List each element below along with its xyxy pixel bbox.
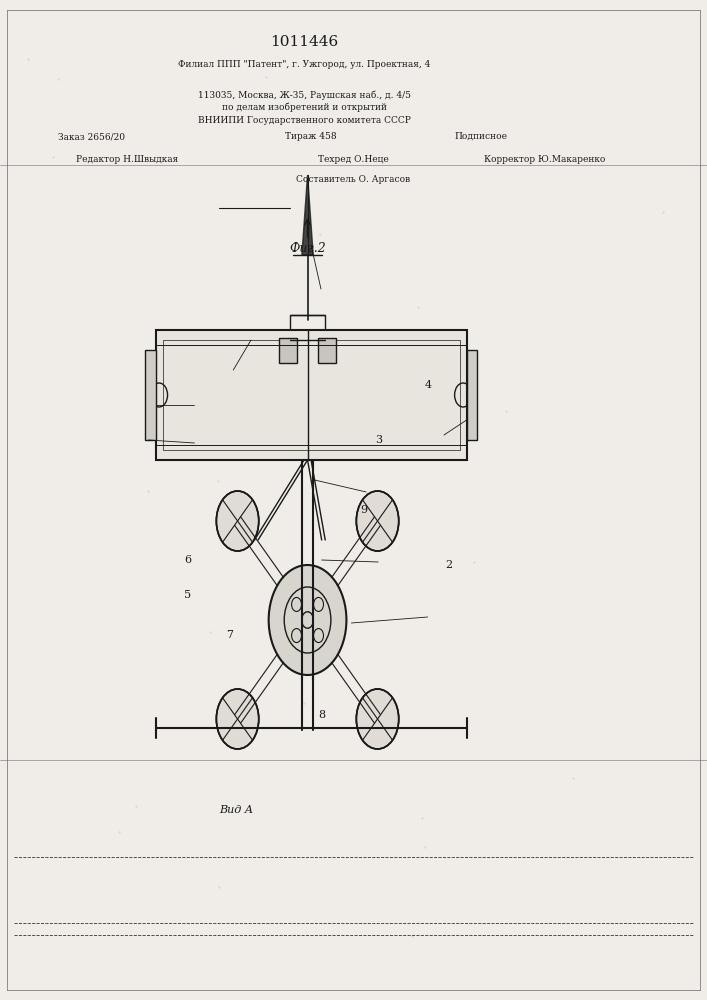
Bar [163,340,460,450]
Polygon shape [302,175,313,255]
Text: по делам изобретений и открытий: по делам изобретений и открытий [221,103,387,112]
Text: Составитель О. Аргасов: Составитель О. Аргасов [296,175,411,184]
Text: 2: 2 [445,560,452,570]
Text: Редактор Н.Швыдкая: Редактор Н.Швыдкая [76,155,178,164]
Bar [279,338,297,363]
Text: 5: 5 [184,590,191,600]
Circle shape [356,689,399,749]
Text: 1011446: 1011446 [270,35,338,49]
Bar [318,338,336,363]
Text: Подписное: Подписное [455,132,507,141]
Circle shape [356,491,399,551]
Text: 8: 8 [318,710,325,720]
Circle shape [269,565,346,675]
Text: Техред О.Неце: Техред О.Неце [318,155,389,164]
Circle shape [216,689,259,749]
Text: 113035, Москва, Ж-35, Раушская наб., д. 4/5: 113035, Москва, Ж-35, Раушская наб., д. … [197,90,411,100]
Bar [467,350,477,440]
Text: Филиал ППП "Патент", г. Ужгород, ул. Проектная, 4: Филиал ППП "Патент", г. Ужгород, ул. Про… [178,60,430,69]
Text: 3: 3 [375,435,382,445]
Text: 9: 9 [361,505,368,515]
Bar [156,330,467,460]
Text: Фиг.2: Фиг.2 [289,242,326,255]
Text: Корректор Ю.Макаренко: Корректор Ю.Макаренко [484,155,605,164]
Circle shape [216,491,259,551]
Text: ВНИИПИ Государственного комитета СССР: ВНИИПИ Государственного комитета СССР [197,116,411,125]
Text: 7: 7 [226,630,233,640]
Text: 4: 4 [424,380,431,390]
Text: Заказ 2656/20: Заказ 2656/20 [59,132,125,141]
Bar [290,315,325,340]
Bar [145,350,156,440]
Text: 6: 6 [184,555,191,565]
Text: Тираж 458: Тираж 458 [285,132,337,141]
Text: Вид А: Вид А [219,805,253,815]
